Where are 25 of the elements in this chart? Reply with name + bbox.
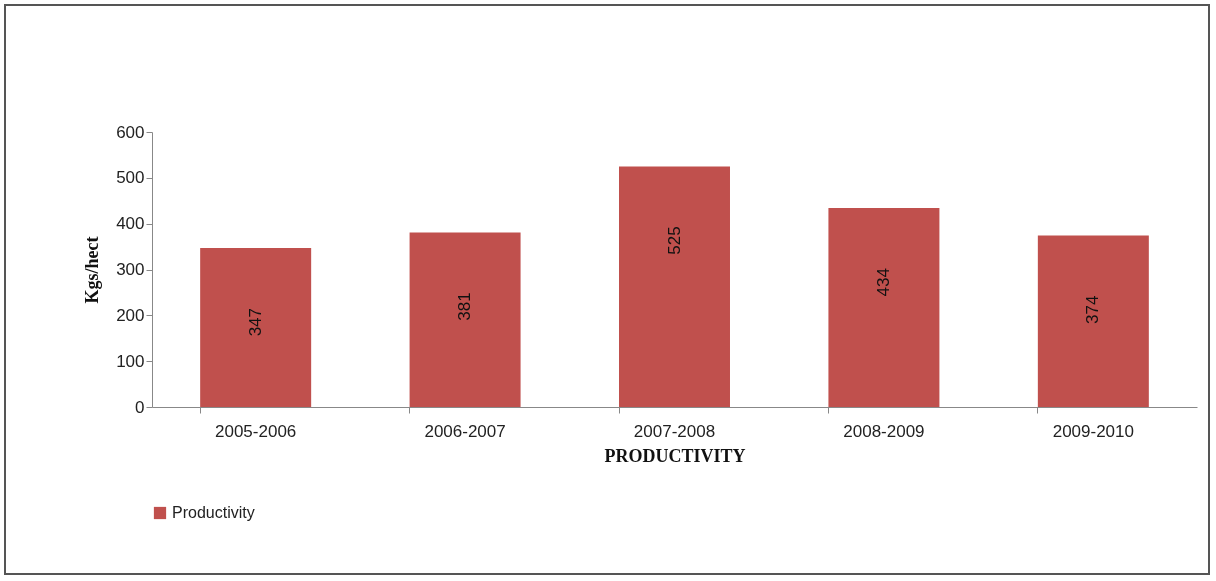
y-tick-label: 100 (116, 351, 145, 371)
data-label: 381 (455, 292, 475, 321)
data-label: 347 (245, 307, 265, 337)
bar (1037, 235, 1149, 407)
y-tick-label: 600 (116, 122, 145, 142)
y-tick-label: 300 (116, 260, 145, 279)
x-axis-title: PRODUCTIVITY (604, 445, 746, 466)
bar (828, 208, 940, 407)
y-axis-title: Kgs/hect (82, 236, 103, 304)
legend-label: Productivity (172, 504, 255, 521)
y-tick-label: 200 (116, 305, 145, 325)
data-label: 525 (664, 226, 684, 255)
bar (200, 247, 312, 407)
x-tick-label: 2009-2010 (1052, 421, 1134, 441)
bar (619, 166, 730, 407)
bar (409, 232, 521, 407)
x-tick-label: 2008-2009 (843, 421, 925, 441)
y-tick-label: 400 (116, 214, 145, 234)
y-tick-label: 0 (135, 397, 145, 417)
x-tick-label: 2006-2007 (424, 421, 506, 441)
data-label: 374 (1083, 295, 1103, 324)
y-tick-label: 500 (116, 168, 145, 188)
data-label: 434 (873, 268, 893, 297)
x-tick-label: 2007-2008 (633, 421, 716, 441)
x-tick-label: 2005-2006 (215, 421, 297, 441)
